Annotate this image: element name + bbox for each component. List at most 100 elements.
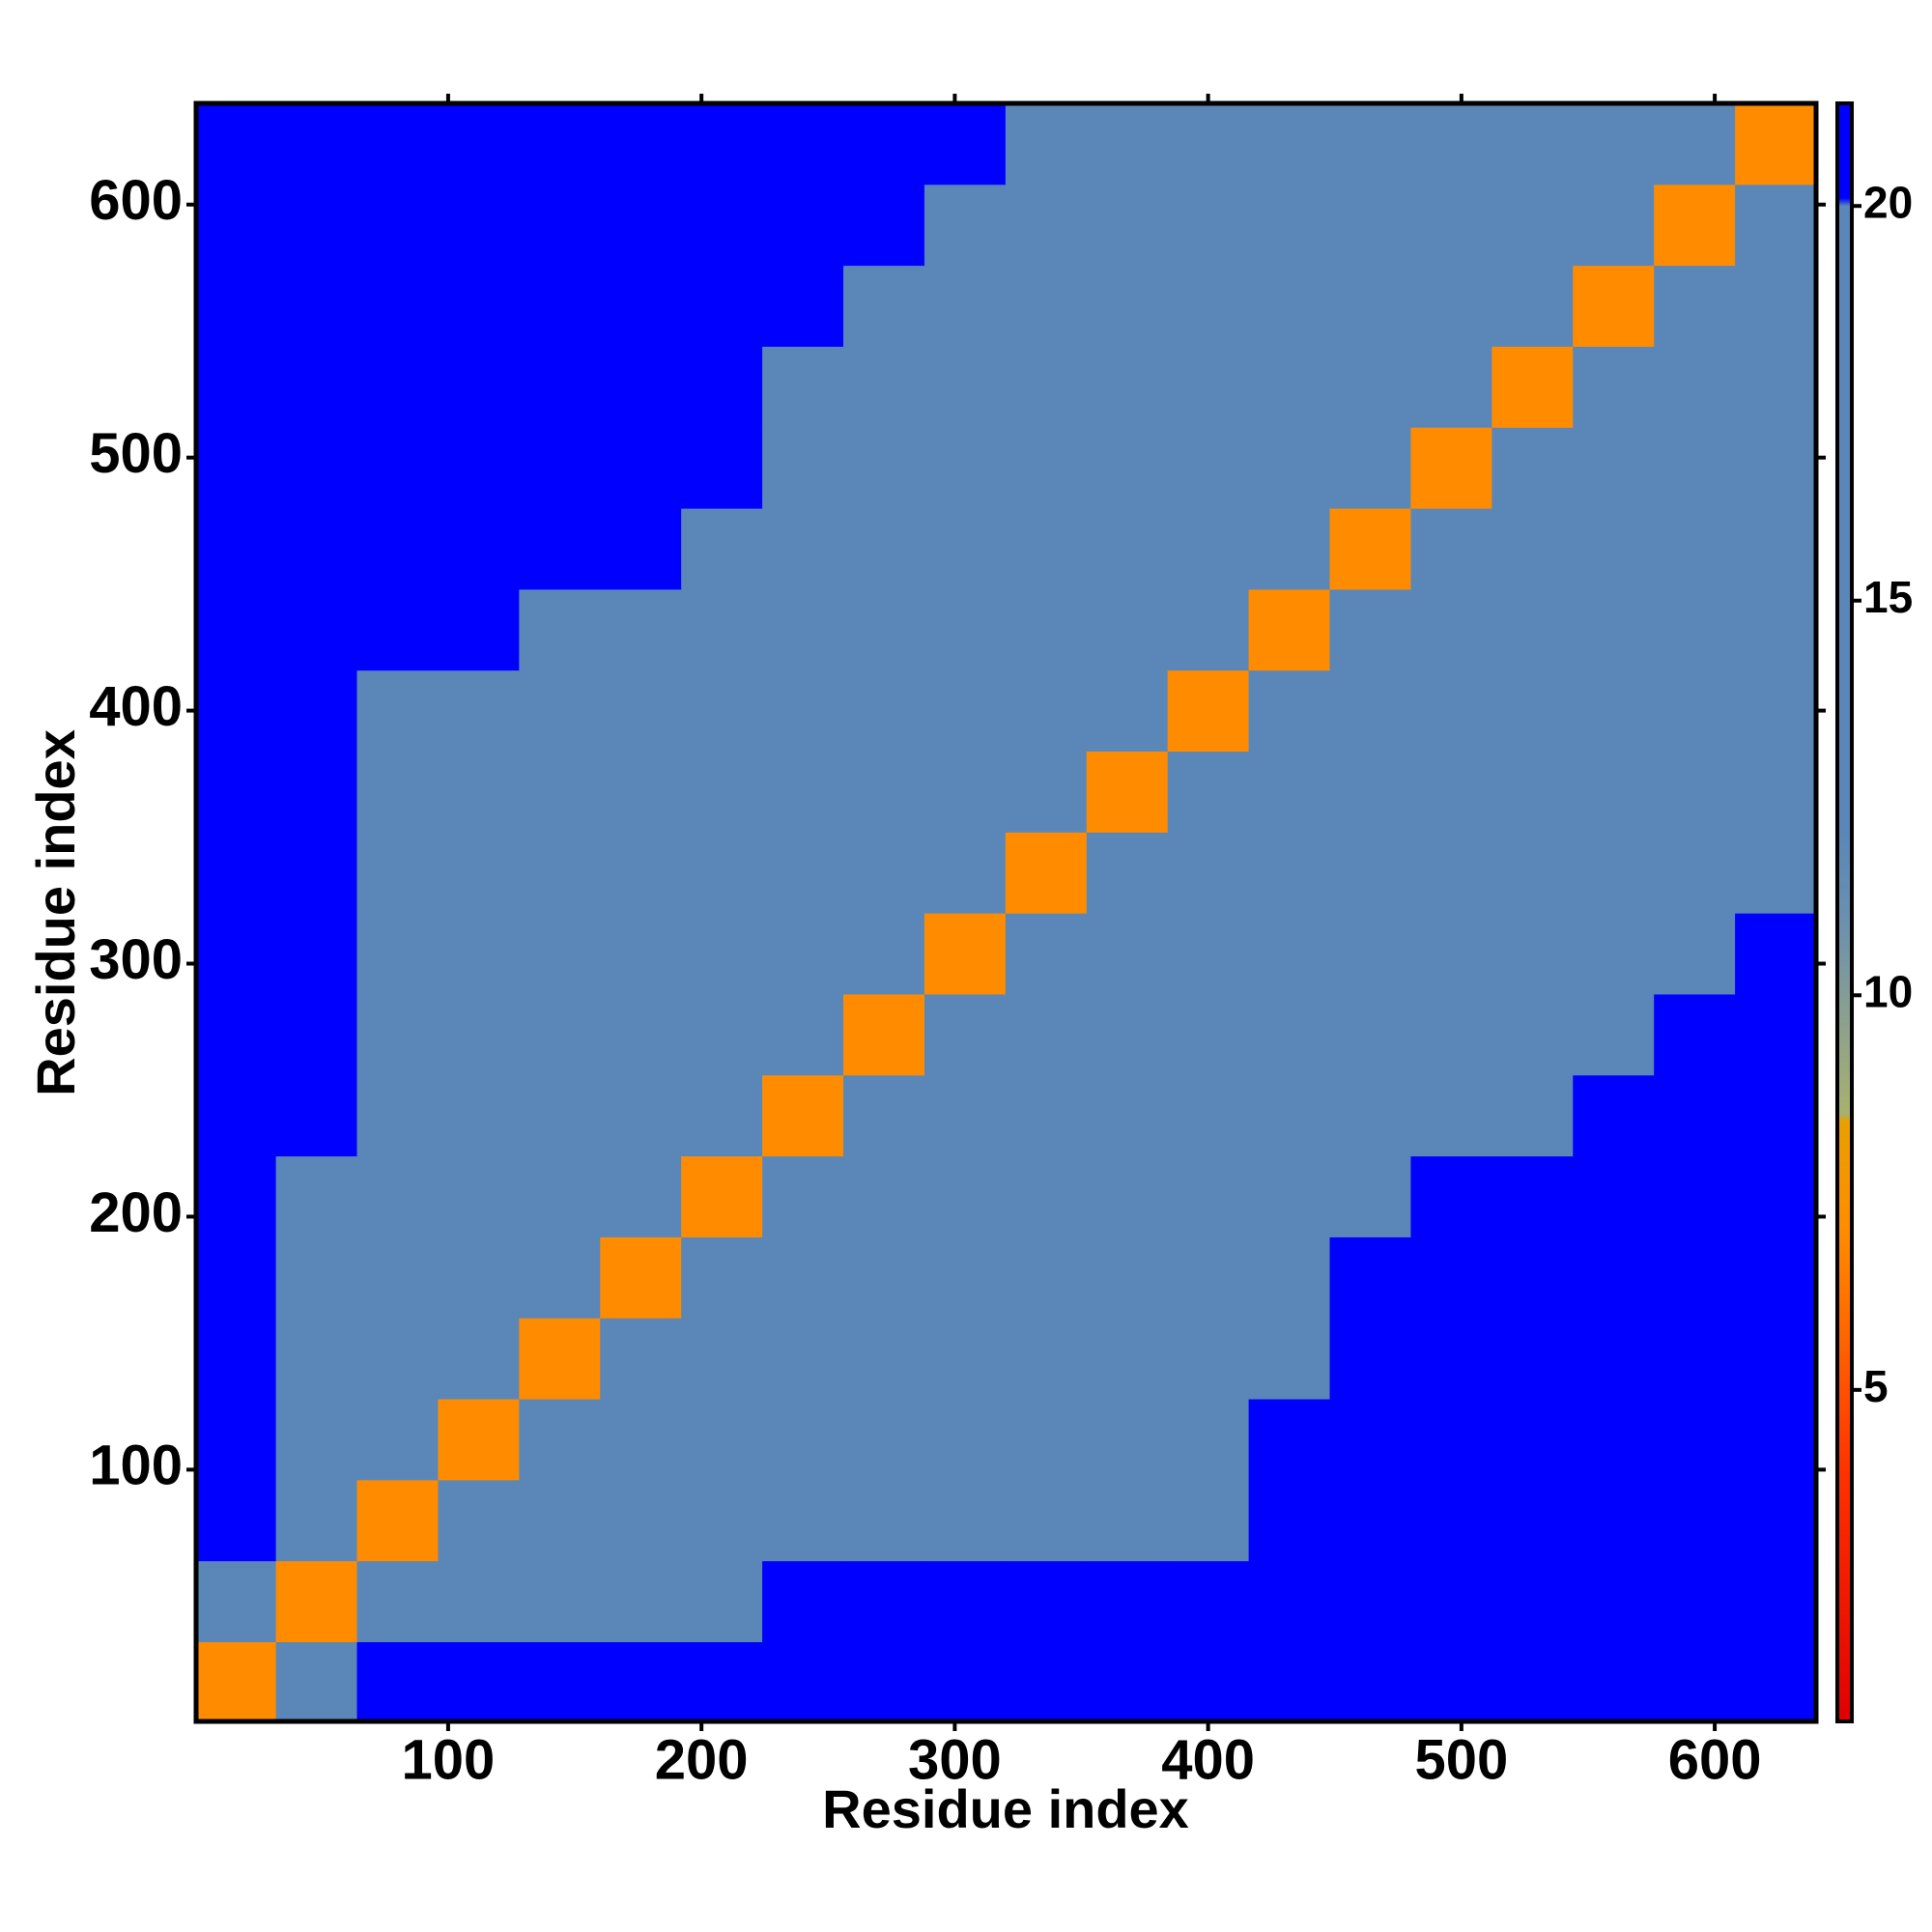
heatmap-cell bbox=[1329, 913, 1411, 995]
heatmap-cell bbox=[600, 1641, 682, 1721]
heatmap-cell bbox=[1005, 993, 1088, 1076]
heatmap-cell bbox=[1573, 751, 1655, 833]
heatmap-cell bbox=[438, 1399, 520, 1481]
heatmap-cell bbox=[356, 1399, 439, 1481]
heatmap-cell bbox=[519, 1479, 601, 1562]
heatmap-cell bbox=[843, 669, 925, 753]
heatmap-cell bbox=[1492, 1479, 1574, 1562]
heatmap-cell bbox=[1735, 265, 1816, 347]
heatmap-cell bbox=[1005, 103, 1088, 185]
heatmap-cell bbox=[923, 1560, 1007, 1642]
heatmap-cell bbox=[1086, 1641, 1169, 1721]
heatmap-cell bbox=[1329, 1479, 1411, 1562]
heatmap-cell bbox=[681, 669, 763, 753]
heatmap-cell bbox=[1573, 588, 1655, 671]
heatmap-cell bbox=[519, 588, 601, 671]
heatmap-cell bbox=[1005, 1236, 1088, 1319]
heatmap-cell bbox=[196, 751, 277, 833]
heatmap-cell bbox=[1167, 993, 1250, 1076]
heatmap-cell bbox=[1005, 1560, 1088, 1642]
heatmap-cell bbox=[681, 1560, 763, 1642]
heatmap-cell bbox=[519, 184, 601, 267]
heatmap-cell bbox=[1005, 1074, 1088, 1157]
heatmap-cell bbox=[1329, 346, 1411, 428]
heatmap-cell bbox=[438, 913, 520, 995]
heatmap-cell bbox=[1005, 184, 1088, 267]
heatmap-cell bbox=[1248, 1074, 1331, 1157]
heatmap-cell bbox=[1654, 588, 1736, 671]
heatmap-cell bbox=[843, 1641, 925, 1721]
heatmap-cell bbox=[1492, 103, 1574, 185]
heatmap-cell bbox=[923, 346, 1007, 428]
heatmap-cell bbox=[196, 346, 277, 428]
heatmap-cell bbox=[1248, 1399, 1331, 1481]
heatmap-cell bbox=[843, 1479, 925, 1562]
heatmap-cell bbox=[1167, 751, 1250, 833]
heatmap-cell bbox=[1735, 1479, 1816, 1562]
heatmap-cell bbox=[923, 427, 1007, 509]
heatmap-cell bbox=[356, 993, 439, 1076]
heatmap-cell bbox=[1735, 184, 1816, 267]
heatmap-cell bbox=[438, 265, 520, 347]
heatmap-cell bbox=[196, 913, 277, 995]
heatmap-cell bbox=[1005, 1155, 1088, 1237]
heatmap-cell bbox=[1248, 1560, 1331, 1642]
heatmap-cell bbox=[1329, 751, 1411, 833]
heatmap-cell bbox=[923, 1074, 1007, 1157]
heatmap-cell bbox=[1735, 913, 1816, 995]
heatmap-cell bbox=[1248, 751, 1331, 833]
heatmap-cell bbox=[1086, 1074, 1169, 1157]
heatmap-cell bbox=[196, 103, 277, 185]
heatmap-cell bbox=[196, 1641, 277, 1721]
heatmap-cell bbox=[1086, 1155, 1169, 1237]
heatmap-cell bbox=[843, 588, 925, 671]
heatmap-cell bbox=[1492, 913, 1574, 995]
heatmap-cell bbox=[600, 1236, 682, 1319]
heatmap-cell bbox=[600, 669, 682, 753]
heatmap-cell bbox=[356, 508, 439, 590]
heatmap-cell bbox=[1492, 588, 1574, 671]
heatmap-cell bbox=[1654, 184, 1736, 267]
heatmap-cell bbox=[1573, 1399, 1655, 1481]
heatmap-cell bbox=[1492, 1399, 1574, 1481]
heatmap-cell bbox=[1005, 508, 1088, 590]
heatmap-cell bbox=[681, 184, 763, 267]
heatmap-cell bbox=[1573, 184, 1655, 267]
heatmap-cell bbox=[438, 588, 520, 671]
heatmap-cell bbox=[1654, 1155, 1736, 1237]
heatmap-cell bbox=[519, 993, 601, 1076]
heatmap-cell bbox=[1654, 427, 1736, 509]
heatmap-cell bbox=[923, 1236, 1007, 1319]
heatmap-cell bbox=[762, 1479, 844, 1562]
heatmap-cell bbox=[923, 751, 1007, 833]
heatmap-cell bbox=[1492, 265, 1574, 347]
heatmap-cell bbox=[1086, 993, 1169, 1076]
heatmap-cell bbox=[1167, 1399, 1250, 1481]
heatmap-cell bbox=[1086, 103, 1169, 185]
heatmap-cell bbox=[1410, 913, 1492, 995]
heatmap-cell bbox=[1248, 1155, 1331, 1237]
heatmap-cell bbox=[1492, 1560, 1574, 1642]
heatmap-cell bbox=[1654, 1560, 1736, 1642]
heatmap-cell bbox=[196, 1479, 277, 1562]
heatmap-cell bbox=[843, 993, 925, 1076]
heatmap-cell bbox=[1167, 832, 1250, 914]
heatmap-cell bbox=[1573, 103, 1655, 185]
y-axis-title: Residue index bbox=[25, 729, 86, 1096]
heatmap-cell bbox=[1005, 1641, 1088, 1721]
heatmap-cell bbox=[681, 1074, 763, 1157]
heatmap-cell bbox=[1573, 1560, 1655, 1642]
colorbar-tick-label: 15 bbox=[1863, 572, 1913, 622]
heatmap-cell bbox=[923, 1155, 1007, 1237]
heatmap-cell bbox=[1492, 427, 1574, 509]
heatmap-cell bbox=[762, 427, 844, 509]
heatmap-cell bbox=[1410, 427, 1492, 509]
heatmap-cell bbox=[519, 913, 601, 995]
heatmap-cell bbox=[1735, 1560, 1816, 1642]
heatmap-cell bbox=[1654, 1641, 1736, 1721]
heatmap-cell bbox=[1654, 1479, 1736, 1562]
heatmap-cell bbox=[681, 1399, 763, 1481]
heatmap-cell bbox=[1735, 346, 1816, 428]
heatmap-cell bbox=[600, 427, 682, 509]
heatmap-cell bbox=[1248, 184, 1331, 267]
